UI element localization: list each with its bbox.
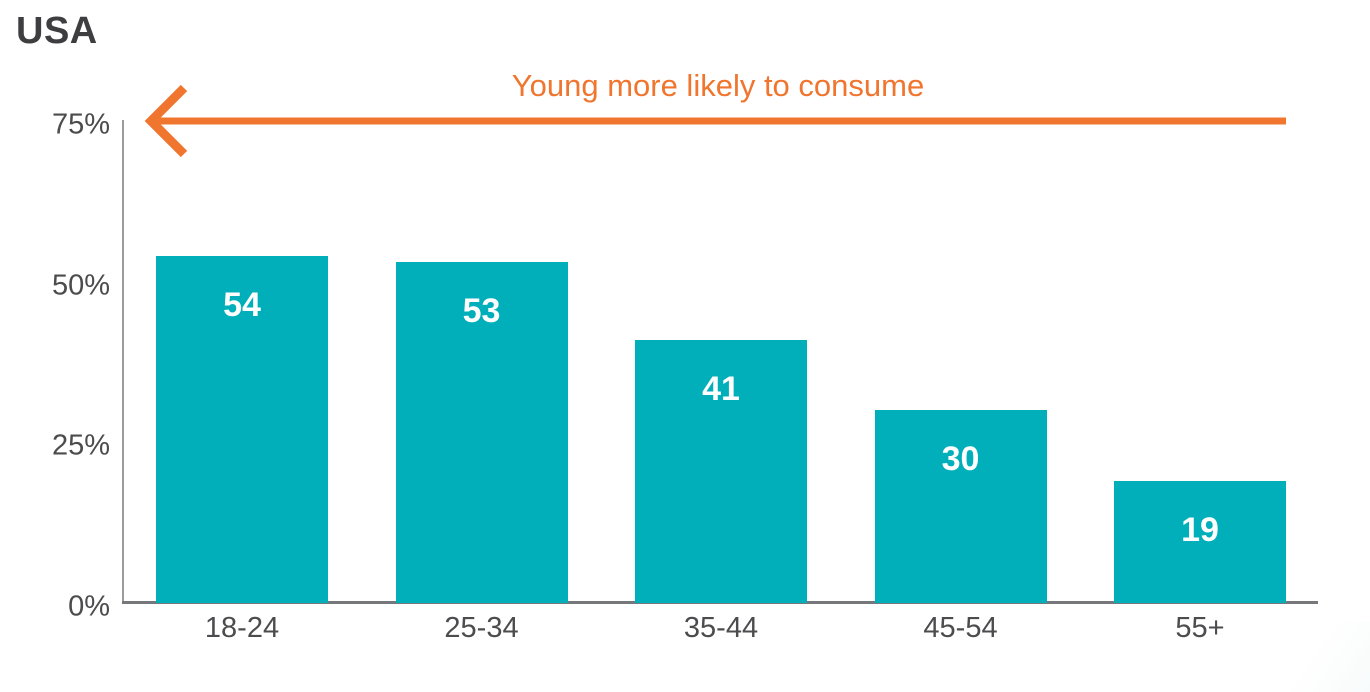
- x-tick-label: 18-24: [204, 612, 280, 644]
- bar-55+: 19: [1114, 480, 1286, 603]
- bar-value-label: 53: [462, 292, 501, 331]
- bar-value-label: 41: [702, 369, 740, 408]
- corner-decoration: [1260, 622, 1370, 692]
- x-tick-label: 35-44: [683, 612, 759, 644]
- bar-value-label: 30: [941, 440, 980, 479]
- bar-18-24: 54: [156, 255, 328, 603]
- x-tick-label: 55+: [1175, 612, 1225, 644]
- y-tick-label: 25%: [51, 429, 110, 462]
- chart-title: USA: [16, 10, 98, 52]
- bar-35-44: 41: [635, 339, 807, 603]
- y-axis-line: [122, 120, 124, 604]
- y-tick-label: 75%: [51, 108, 110, 141]
- x-tick-label: 45-54: [923, 612, 998, 644]
- y-tick-label: 0%: [68, 590, 110, 623]
- bar-value-label: 54: [223, 285, 261, 324]
- bar-25-34: 53: [395, 262, 568, 603]
- x-tick-label: 25-34: [444, 612, 519, 644]
- bar-value-label: 19: [1181, 510, 1219, 549]
- bar-45-54: 30: [874, 410, 1047, 603]
- annotation-label: Young more likely to consume: [511, 68, 925, 103]
- y-tick-label: 50%: [51, 269, 110, 302]
